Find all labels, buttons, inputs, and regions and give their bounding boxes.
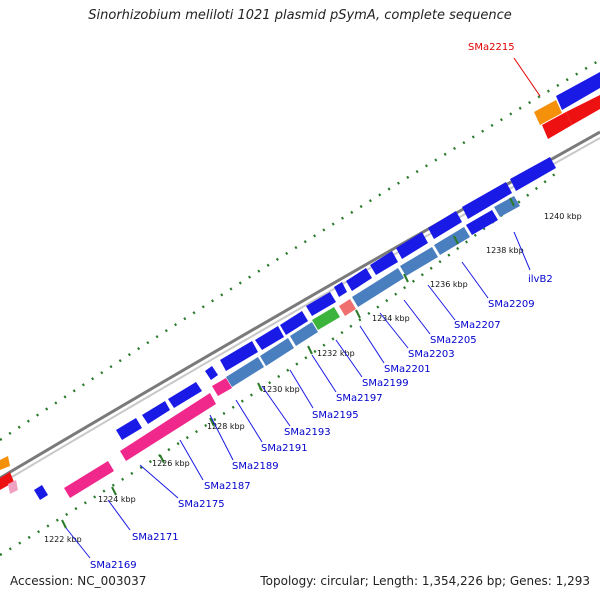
tick-label: 1228 kbp [207, 422, 245, 431]
gene-label[interactable]: SMa2201 [384, 364, 431, 375]
kbp-tick-labels: 1222 kbp 1224 kbp 1226 kbp 1228 kbp 1230… [44, 212, 582, 544]
tick-label: 1230 kbp [262, 385, 300, 394]
gene-feature[interactable] [34, 485, 48, 500]
gene-feature[interactable] [280, 311, 308, 335]
gene-feature[interactable] [120, 393, 216, 461]
gene-feature[interactable] [434, 227, 470, 255]
gene-feature[interactable] [428, 211, 462, 239]
gene-feature[interactable] [116, 418, 142, 440]
tick-label: 1238 kbp [486, 246, 524, 255]
gene-feature[interactable] [205, 366, 218, 380]
gene-feature[interactable] [290, 322, 318, 346]
gene-feature[interactable] [556, 72, 600, 110]
kbp-ticks [61, 197, 515, 529]
gene-feature[interactable] [542, 112, 572, 139]
gene-label[interactable]: SMa2187 [204, 481, 251, 492]
topology-stats-text: Topology: circular; Length: 1,354,226 bp… [260, 574, 590, 588]
gene-feature[interactable] [168, 382, 202, 408]
gene-feature[interactable] [142, 401, 170, 424]
tick-label: 1236 kbp [430, 280, 468, 289]
gene-feature[interactable] [462, 182, 512, 219]
gene-feature[interactable] [255, 326, 284, 350]
gene-feature[interactable] [260, 338, 294, 366]
accession-text: Accession: NC_003037 [10, 574, 147, 588]
gene-label-leader-red [513, 57, 541, 97]
gene-feature[interactable] [566, 95, 600, 125]
gene-label[interactable]: SMa2189 [232, 461, 279, 472]
gene-feature[interactable] [534, 100, 562, 125]
gene-feature[interactable] [312, 307, 340, 330]
tick-label: 1234 kbp [372, 314, 410, 323]
gene-feature[interactable] [0, 472, 14, 490]
tick-label: 1224 kbp [98, 495, 136, 504]
gene-label[interactable]: SMa2169 [90, 560, 137, 571]
gene-feature[interactable] [370, 251, 398, 275]
gene-feature[interactable] [510, 157, 556, 191]
gene-label[interactable]: SMa2215 [468, 42, 515, 53]
gene-label[interactable]: SMa2209 [488, 299, 535, 310]
gene-feature[interactable] [352, 268, 404, 307]
gene-feature[interactable] [396, 232, 428, 259]
gene-feature[interactable] [466, 210, 498, 235]
gene-feature[interactable] [334, 282, 347, 297]
map-title: Sinorhizobium meliloti 1021 plasmid pSym… [88, 8, 512, 23]
tick-label: 1222 kbp [44, 535, 82, 544]
tick-label: 1232 kbp [317, 349, 355, 358]
gene-label[interactable]: ilvB2 [528, 274, 553, 285]
gene-feature[interactable] [346, 268, 372, 291]
gene-feature[interactable] [306, 292, 336, 316]
gene-label[interactable]: SMa2191 [261, 443, 308, 454]
gene-label[interactable]: SMa2171 [132, 532, 179, 543]
gene-label[interactable]: SMa2199 [362, 378, 409, 389]
gene-feature[interactable] [339, 299, 356, 316]
gene-feature[interactable] [226, 357, 264, 387]
gene-feature[interactable] [400, 247, 438, 276]
gene-feature[interactable] [0, 456, 10, 470]
gene-feature[interactable] [64, 461, 114, 498]
tick-label: 1226 kbp [152, 459, 190, 468]
gene-feature[interactable] [212, 378, 232, 396]
gene-label[interactable]: SMa2195 [312, 410, 359, 421]
gene-label-leaders [65, 231, 531, 559]
gene-label[interactable]: SMa2205 [430, 335, 477, 346]
gene-labels: SMa2169 SMa2171 SMa2175 SMa2187 SMa2189 … [90, 42, 553, 571]
gene-label[interactable]: SMa2193 [284, 427, 331, 438]
gene-label[interactable]: SMa2197 [336, 393, 383, 404]
gene-label[interactable]: SMa2207 [454, 320, 501, 331]
gene-feature[interactable] [494, 196, 520, 217]
gene-feature[interactable] [8, 480, 18, 494]
gene-label[interactable]: SMa2203 [408, 349, 455, 360]
gene-label[interactable]: SMa2175 [178, 499, 225, 510]
reverse-strand-genes [34, 196, 520, 500]
gene-feature[interactable] [220, 341, 258, 371]
forward-strand-genes [0, 72, 600, 494]
tick-label: 1240 kbp [544, 212, 582, 221]
